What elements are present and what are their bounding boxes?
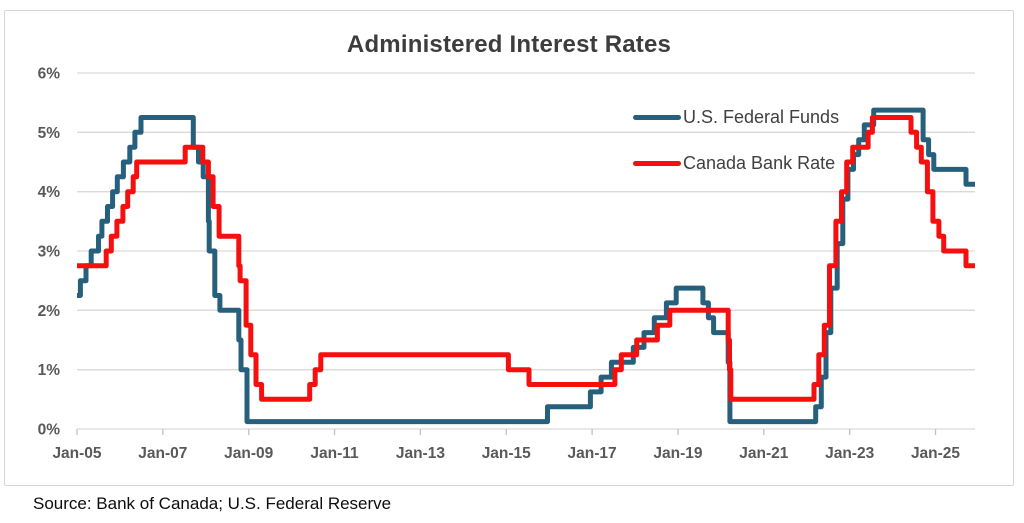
y-tick-label: 5% — [38, 125, 61, 142]
y-tick-label: 2% — [38, 303, 61, 320]
legend-item-canada-bank-rate: Canada Bank Rate — [633, 152, 973, 174]
x-tick-label: Jan-09 — [224, 445, 273, 462]
y-tick-label: 3% — [38, 244, 61, 261]
us-federal-funds-line-swatch-icon — [633, 114, 681, 120]
chart-title: Administered Interest Rates — [346, 31, 672, 58]
x-tick-label: Jan-05 — [52, 445, 101, 462]
y-tick-label: 4% — [38, 184, 61, 201]
legend: U.S. Federal Funds Canada Bank Rate — [633, 106, 973, 198]
x-tick-label: Jan-11 — [310, 445, 359, 462]
legend-item-us-federal-funds: U.S. Federal Funds — [633, 106, 973, 128]
x-tick-label: Jan-25 — [911, 445, 960, 462]
canada-bank-rate-line-swatch-icon — [633, 160, 681, 166]
x-tick-label: Jan-21 — [739, 445, 788, 462]
source-note: Source: Bank of Canada; U.S. Federal Res… — [33, 494, 392, 513]
x-tick-label: Jan-15 — [482, 445, 531, 462]
legend-label-canada-bank-rate: Canada Bank Rate — [683, 152, 836, 173]
x-tick-label: Jan-07 — [138, 445, 187, 462]
x-tick-label: Jan-17 — [568, 445, 617, 462]
legend-label-us-federal-funds: U.S. Federal Funds — [683, 106, 840, 127]
y-tick-label: 0% — [38, 422, 61, 439]
x-tick-label: Jan-23 — [825, 445, 874, 462]
interest-rates-chart-card: Administered Interest Rates — [4, 10, 1014, 486]
y-tick-label: 6% — [38, 66, 61, 83]
y-tick-label: 1% — [38, 362, 61, 379]
x-tick-label: Jan-13 — [396, 445, 445, 462]
x-tick-label: Jan-19 — [653, 445, 702, 462]
series-line-canada-bank-rate — [77, 115, 975, 402]
